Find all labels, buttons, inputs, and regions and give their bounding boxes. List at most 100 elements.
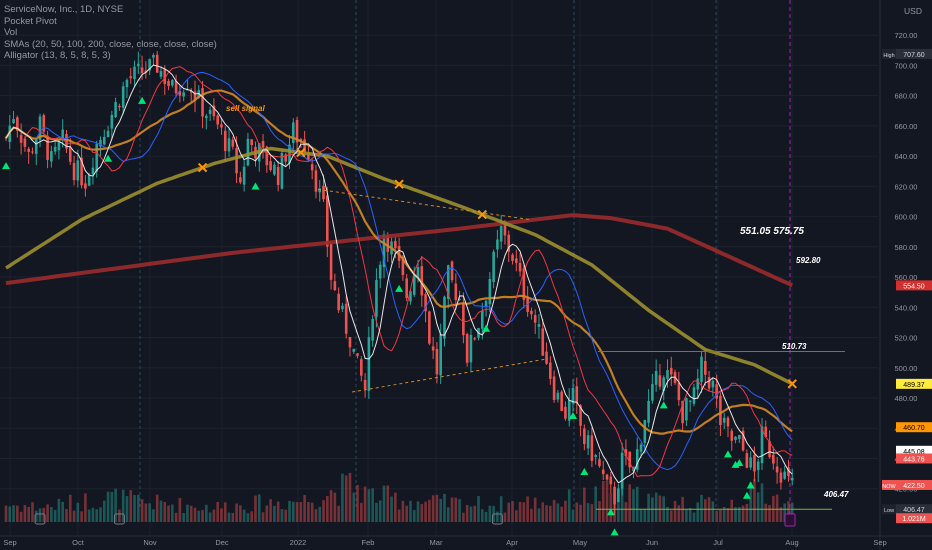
candle-body	[133, 66, 136, 80]
volume-bar	[310, 502, 314, 522]
volume-bar	[159, 500, 163, 522]
candle-body	[571, 387, 575, 404]
volume-bar	[246, 513, 250, 522]
candle-body	[314, 170, 318, 192]
candle-body	[428, 311, 431, 344]
volume-bar	[220, 508, 223, 522]
current-price-tag-bg	[896, 479, 932, 490]
volume-bar	[583, 487, 586, 522]
volume-bar	[424, 501, 427, 522]
candle-body	[583, 428, 586, 444]
cross-marker	[394, 179, 404, 189]
candle-body	[178, 91, 182, 96]
pocket-pivot-marker	[395, 284, 404, 292]
volume-bar	[163, 501, 167, 522]
volume-bar	[643, 508, 647, 522]
candle-body	[110, 114, 114, 129]
candle-body	[518, 262, 522, 272]
volume-bar	[454, 497, 458, 522]
volume-bar	[450, 497, 454, 522]
volume-bar	[360, 502, 363, 522]
candle-body	[114, 102, 117, 118]
indicator-legend: ServiceNow, Inc., 1D, NYSE Pocket Pivot …	[4, 4, 217, 62]
volume-bar	[711, 501, 715, 522]
candle-body	[465, 334, 469, 363]
low-label-bg	[882, 504, 896, 515]
candle-body	[182, 92, 185, 97]
alligator-teeth-line	[24, 66, 793, 478]
x-tick-label: Sep	[3, 538, 16, 547]
sma50-price-tag-bg	[896, 422, 932, 433]
volume-bar	[386, 485, 390, 522]
volume-bar	[106, 491, 110, 522]
volume-bar	[443, 493, 446, 522]
volume-bar	[155, 494, 159, 522]
candle-body	[137, 63, 140, 67]
candle-body	[223, 130, 227, 151]
candle-body	[171, 80, 174, 86]
volume-bar	[692, 512, 696, 522]
volume-bar	[760, 483, 764, 522]
candle-body	[159, 71, 163, 77]
candle-body	[144, 70, 148, 73]
volume-bar	[72, 510, 76, 522]
high-price-tag: 707.60	[903, 52, 925, 59]
candle-body	[167, 80, 170, 87]
volume-bar	[95, 509, 99, 522]
legend-volume[interactable]: Vol	[4, 27, 18, 38]
volume-bar	[605, 480, 609, 522]
candle-body	[443, 296, 446, 339]
legend-alligator[interactable]: Alligator (13, 8, 5, 8, 5, 3)	[4, 50, 111, 61]
sma100-price-tag: 489.37	[903, 382, 925, 389]
volume-bar	[114, 488, 117, 522]
volume-bar	[552, 500, 556, 522]
pocket-pivot-marker	[659, 401, 668, 409]
candle-body	[439, 334, 442, 376]
cross-marker	[197, 162, 208, 173]
volume-bar	[152, 509, 155, 522]
candle-body	[741, 430, 745, 451]
candle-body	[488, 279, 492, 305]
volume-bar	[178, 497, 182, 522]
candle-body	[140, 67, 144, 73]
volume-bar	[38, 508, 42, 522]
candle-body	[95, 144, 99, 172]
volume-bar	[507, 502, 511, 522]
candle-body	[53, 146, 57, 152]
legend-smas[interactable]: SMAs (20, 50, 100, 200, close, close, cl…	[4, 38, 217, 50]
candle-body	[352, 348, 356, 352]
candle-body	[61, 129, 64, 139]
volume-bar	[186, 504, 189, 522]
volume-bar	[299, 502, 303, 522]
candle-body	[87, 174, 91, 186]
candle-body	[635, 449, 639, 470]
volume-bars	[4, 472, 794, 522]
volume-bar	[673, 500, 677, 522]
alligator-jaw-line	[35, 71, 793, 471]
candle-body	[719, 395, 722, 426]
volume-bar	[223, 502, 227, 522]
candle-body	[480, 310, 484, 329]
volume-bar	[333, 492, 337, 522]
x-tick-label: 2022	[290, 538, 307, 547]
candle-body	[624, 449, 628, 457]
candle-body	[560, 391, 563, 411]
y-tick-label: 620.00	[895, 182, 918, 191]
candle-body	[454, 283, 458, 301]
volume-bar	[197, 510, 201, 522]
current-price-tag: 422.50	[903, 483, 925, 490]
candle-body	[378, 264, 382, 279]
legend-title[interactable]: ServiceNow, Inc., 1D, NYSE	[4, 4, 124, 15]
volume-bar	[65, 509, 68, 522]
candle-body	[269, 161, 272, 171]
legend-pocket-pivot[interactable]: Pocket Pivot	[4, 15, 57, 27]
volume-bar	[269, 499, 272, 522]
candle-body	[76, 160, 80, 181]
volume-bar	[745, 503, 749, 522]
volume-bar	[480, 509, 484, 522]
candle-body	[57, 142, 61, 151]
candle-body	[99, 139, 102, 147]
chart-annotations: sell signal 551.05 575.75 592.80 510.73 406.…	[2, 96, 849, 536]
volume-bar	[363, 486, 367, 522]
